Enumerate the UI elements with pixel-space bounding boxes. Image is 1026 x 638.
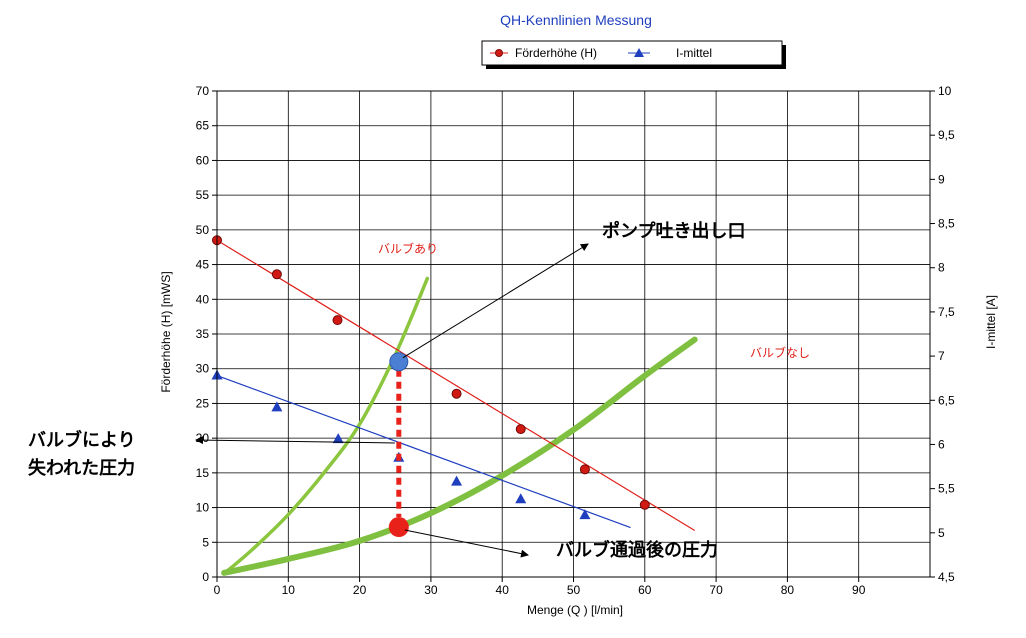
annotation-after-valve: バルブ通過後の圧力 [556, 539, 718, 561]
y-left-tick-label: 35 [196, 327, 210, 341]
y-right-tick-label: 7 [938, 349, 945, 363]
legend-label-i-mittel: I-mittel [676, 46, 712, 60]
y-right-tick-label: 6,5 [938, 393, 955, 407]
after-valve-point [388, 517, 409, 538]
y-left-tick-label: 65 [196, 119, 210, 133]
y-left-tick-label: 55 [196, 188, 210, 202]
legend-marker-i-mittel [634, 48, 644, 57]
y-right-tick-label: 8,5 [938, 217, 955, 231]
y-right-tick-label: 7,5 [938, 305, 955, 319]
plot-frame [216, 90, 931, 578]
x-tick-label: 90 [852, 583, 866, 597]
y-right-tick-label: 5,5 [938, 482, 955, 496]
series-line-i-mittel [216, 374, 631, 529]
x-tick-label: 20 [353, 583, 367, 597]
series-line-foerderhoehe [216, 239, 696, 531]
data-point-foerderhoehe [639, 499, 650, 510]
series [211, 235, 698, 576]
y-left-tick-label: 70 [196, 84, 210, 98]
y-right-tick-label: 4,5 [938, 570, 955, 584]
x-tick-label: 60 [638, 583, 652, 597]
y-left-tick-label: 60 [196, 153, 210, 167]
data-point-i-mittel [271, 401, 283, 412]
y-left-tick-label: 0 [202, 570, 209, 584]
data-point-i-mittel [515, 493, 527, 504]
y-left-tick-label: 50 [196, 223, 210, 237]
data-point-foerderhoehe [579, 464, 590, 475]
data-point-foerderhoehe [451, 388, 462, 399]
arrow-pressure-loss [195, 436, 395, 445]
y-axis-title-left: Förderhöhe (H) [mWS] [159, 271, 173, 392]
y-left-tick-label: 25 [196, 396, 210, 410]
x-axis-title: Menge (Q ) [l/min] [527, 603, 623, 617]
data-point-i-mittel [332, 433, 344, 444]
annotation-valve-off: バルブなし [750, 345, 810, 360]
y-left-tick-label: 5 [202, 535, 209, 549]
x-tick-label: 70 [709, 583, 723, 597]
y-left-tick-label: 20 [196, 431, 210, 445]
y-right-tick-label: 10 [938, 84, 952, 98]
grid [216, 90, 930, 578]
y-right-tick-label: 9,5 [938, 128, 955, 142]
y-left-tick-label: 10 [196, 501, 210, 515]
y-left-tick-label: 45 [196, 258, 210, 272]
x-tick-label: 40 [496, 583, 510, 597]
legend: Förderhöhe (H) I-mittel [481, 40, 786, 69]
y-left-tick-label: 15 [196, 466, 210, 480]
system-curve-valve-off [221, 336, 698, 576]
annotation-loss-line1: バルブにより [28, 429, 136, 451]
data-point-i-mittel [579, 509, 591, 520]
y-right-tick-label: 6 [938, 437, 945, 451]
x-tick-label: 0 [214, 583, 221, 597]
y-right-tick-label: 5 [938, 526, 945, 540]
annotation-pump-outlet: ポンプ吐き出し口 [602, 220, 745, 242]
y-left-tick-label: 30 [196, 362, 210, 376]
arrow-pump-outlet [402, 243, 589, 359]
annotation-loss-line2: 失われた圧力 [28, 457, 135, 479]
chart-title: QH-Kennlinien Messung [500, 12, 652, 28]
data-point-foerderhoehe [332, 315, 343, 326]
system-curve-valve-on [222, 276, 430, 576]
x-tick-label: 50 [567, 583, 581, 597]
data-point-foerderhoehe [515, 424, 526, 435]
y-axis-title-right: I-mittel [A] [984, 295, 998, 349]
pump-outlet-point [389, 352, 409, 372]
annotation-valve-on: バルブあり [378, 241, 438, 256]
data-point-i-mittel [451, 475, 463, 486]
legend-marker-foerderhoehe [495, 49, 503, 57]
arrow-after-valve [404, 529, 529, 558]
y-right-tick-label: 9 [938, 172, 945, 186]
y-right-tick-label: 8 [938, 261, 945, 275]
data-point-foerderhoehe [271, 269, 282, 280]
axis-ticks: 0 10 20 30 40 50 60 70 80 90 0 5 10 15 20 25 30 35 40 45 50 5… [196, 84, 955, 597]
x-tick-label: 80 [781, 583, 795, 597]
x-tick-label: 30 [424, 583, 438, 597]
legend-label-foerderhoehe: Förderhöhe (H) [515, 46, 597, 60]
x-tick-label: 10 [282, 583, 296, 597]
y-left-tick-label: 40 [196, 292, 210, 306]
